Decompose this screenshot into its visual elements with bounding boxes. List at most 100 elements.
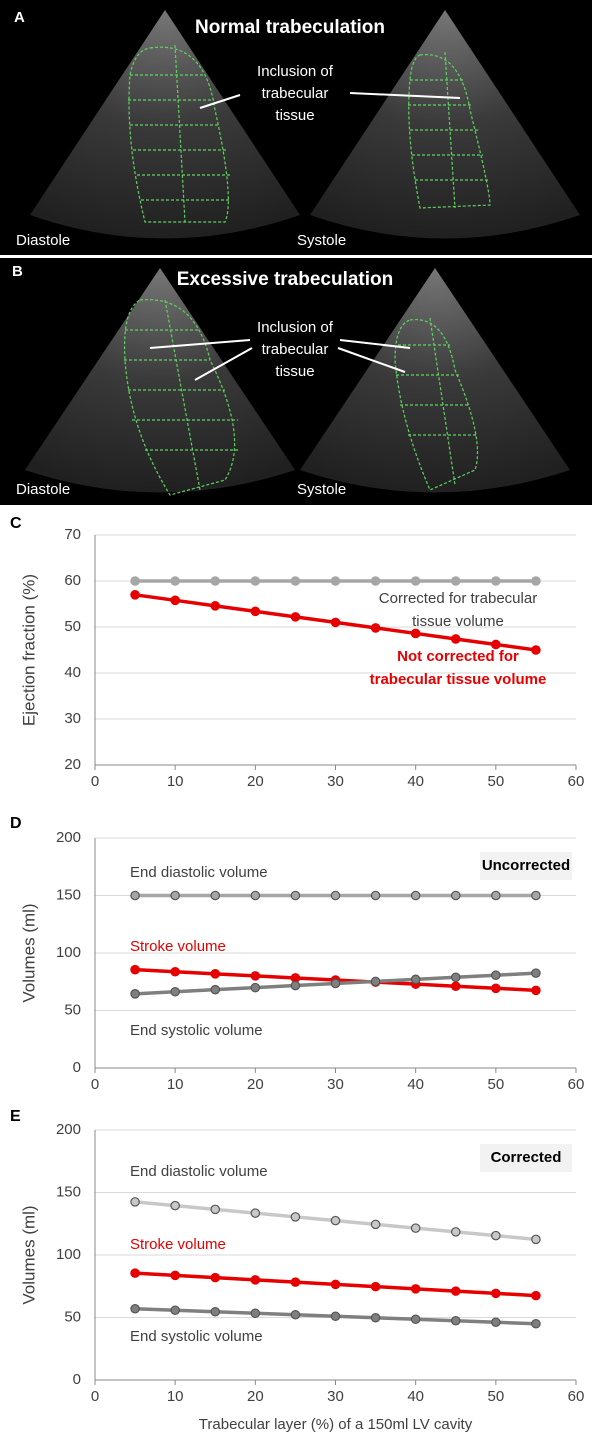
tag: Corrected: [491, 1149, 562, 1166]
x-tick-label: 30: [327, 773, 344, 790]
point: [491, 970, 501, 980]
x-tick-label: 0: [91, 1076, 99, 1093]
point: [531, 968, 541, 978]
point: [290, 890, 301, 901]
phase-label: Diastole: [16, 481, 70, 498]
panel-title: Excessive trabeculation: [177, 269, 394, 290]
point: [450, 981, 461, 992]
point: [330, 617, 341, 628]
x-tick-label: 0: [91, 773, 99, 790]
point: [330, 978, 341, 989]
point: [531, 985, 541, 996]
y-tick-label: 50: [64, 1001, 81, 1018]
sector: [25, 268, 295, 493]
x-tick-label: 20: [247, 1076, 264, 1093]
point: [330, 1279, 341, 1290]
x-tick-label: 50: [487, 773, 504, 790]
panel-letter: E: [10, 1108, 21, 1125]
sector: [300, 268, 570, 493]
panel-letter: C: [10, 515, 22, 532]
phase-label: Systole: [297, 481, 346, 498]
point: [330, 1311, 341, 1322]
point: [531, 1234, 541, 1245]
point: [290, 980, 301, 991]
annotation: Not corrected for: [397, 648, 519, 665]
point: [370, 1312, 381, 1323]
x-tick-label: 50: [487, 1076, 504, 1093]
point: [531, 645, 541, 655]
point: [290, 612, 301, 622]
point: [250, 1308, 261, 1319]
x-tick-label: 40: [407, 773, 424, 790]
annotation: End systolic volume: [130, 1328, 263, 1345]
point: [210, 1306, 221, 1317]
point: [170, 1200, 180, 1211]
point: [370, 1281, 381, 1292]
x-tick-label: 60: [568, 1076, 585, 1093]
annotation: trabecular tissue volume: [370, 671, 547, 688]
annotation: End diastolic volume: [130, 1163, 268, 1180]
x-tick-label: 0: [91, 1388, 99, 1405]
y-axis-title: Volumes (ml): [19, 903, 38, 1002]
note: Inclusion of: [257, 63, 334, 80]
y-tick-label: 70: [64, 526, 81, 543]
point: [170, 1270, 180, 1281]
point: [531, 576, 541, 586]
point: [250, 971, 261, 981]
panel-letter: B: [12, 263, 23, 280]
point: [130, 576, 140, 586]
point: [450, 972, 461, 983]
point: [250, 1275, 261, 1285]
point: [130, 1268, 140, 1278]
phase-label: Diastole: [16, 232, 70, 249]
annotation: Corrected for trabecular: [379, 590, 537, 607]
x-tick-label: 20: [247, 1388, 264, 1405]
x-tick-label: 20: [247, 773, 264, 790]
point: [370, 576, 381, 586]
note: trabecular: [262, 341, 329, 358]
x-tick-label: 50: [487, 1388, 504, 1405]
point: [330, 890, 341, 901]
point: [250, 1208, 261, 1218]
sector: [30, 10, 300, 239]
phase-label: Systole: [297, 232, 346, 249]
point: [410, 1314, 421, 1325]
panel-letter: A: [14, 9, 25, 26]
point: [531, 1290, 541, 1301]
point: [491, 890, 501, 901]
x-tick-label: 60: [568, 1388, 585, 1405]
pointer-lines: [149, 92, 461, 381]
y-axis-title: Ejection fraction (%): [19, 574, 38, 726]
y-tick-label: 0: [73, 1371, 81, 1388]
y-tick-label: 60: [64, 572, 81, 589]
point: [410, 1284, 421, 1294]
point: [450, 1315, 461, 1326]
point: [210, 601, 221, 611]
x-tick-label: 10: [167, 773, 184, 790]
x-tick-label: 60: [568, 773, 585, 790]
point: [410, 974, 421, 985]
point: [210, 1272, 221, 1283]
x-tick-label: 30: [327, 1076, 344, 1093]
point: [170, 576, 180, 586]
tag-box: [480, 1144, 572, 1172]
lv-contours: [123, 44, 491, 496]
y-tick-label: 200: [56, 829, 81, 846]
point: [210, 890, 221, 901]
y-tick-label: 50: [64, 618, 81, 635]
point: [250, 576, 261, 586]
y-tick-label: 150: [56, 1183, 81, 1200]
point: [370, 1219, 381, 1230]
point: [410, 628, 421, 639]
tag-box: [480, 852, 572, 880]
tag: Uncorrected: [482, 857, 570, 874]
point: [130, 890, 140, 901]
x-tick-label: 40: [407, 1388, 424, 1405]
point: [450, 890, 461, 901]
point: [130, 989, 140, 999]
y-tick-label: 100: [56, 944, 81, 961]
point: [491, 1288, 501, 1299]
point: [491, 576, 501, 586]
point: [290, 1212, 301, 1222]
